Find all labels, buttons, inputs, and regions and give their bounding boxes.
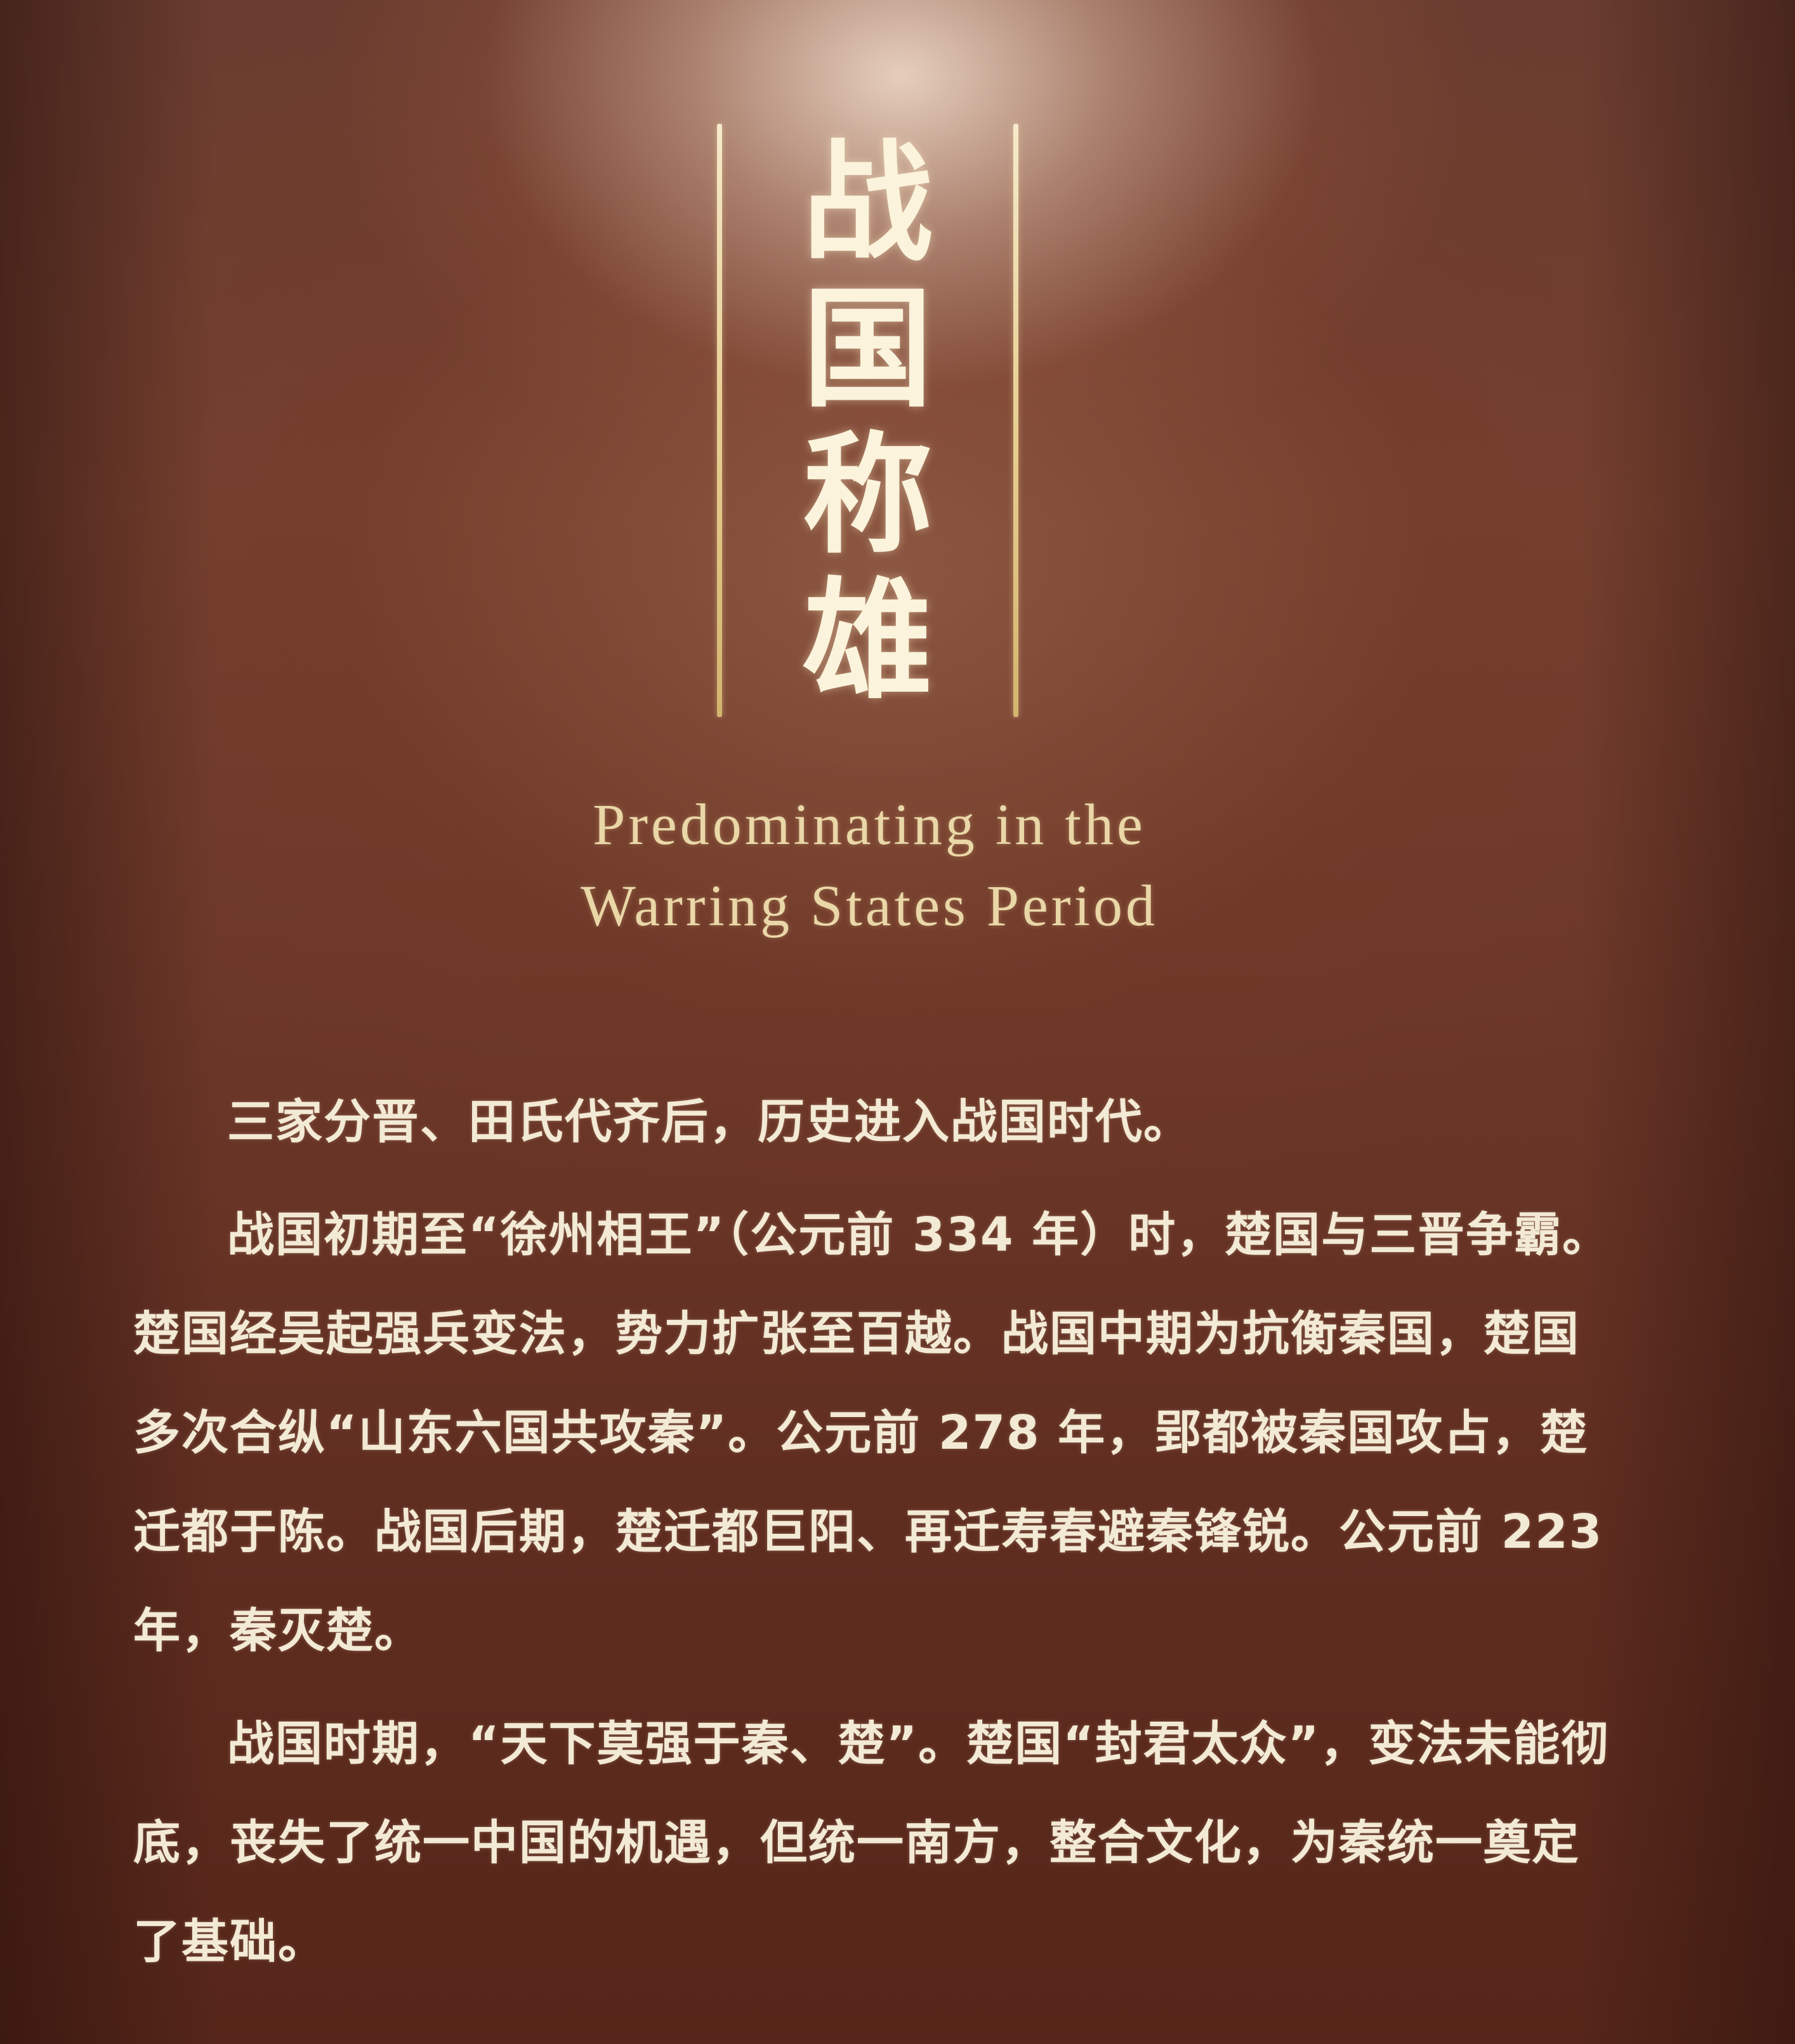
title-char: 战 — [803, 127, 933, 279]
paragraph-history: 战国初期至“徐州相王”（公元前 334 年）时，楚国与三晋争霸。楚国经吴起强兵变… — [133, 1208, 1611, 1658]
english-subtitle: Predominating in the Warring States Peri… — [444, 784, 1294, 946]
paragraph-conclusion: 战国时期，“天下莫强于秦、楚”。楚国“封君太众”，变法未能彻底，丧失了统一中国的… — [133, 1717, 1610, 1969]
title-char: 称 — [803, 419, 933, 571]
title-char: 雄 — [803, 565, 933, 717]
subtitle-line-2: Warring States Period — [580, 873, 1159, 938]
paragraph-intro: 三家分晋、田氏代齐后，历史进入战国时代。 — [227, 1095, 1192, 1149]
description-text: 三家分晋、田氏代齐后，历史进入战国时代。 战国初期至“徐州相王”（公元前 334… — [133, 1072, 1621, 2005]
frame-line-left — [717, 124, 722, 717]
vertical-title: 战 国 称 雄 — [765, 130, 971, 714]
subtitle-line-1: Predominating in the — [593, 792, 1146, 857]
frame-line-right — [1013, 124, 1018, 717]
title-char: 国 — [803, 273, 933, 425]
title-frame: 战 国 称 雄 — [717, 124, 1018, 717]
